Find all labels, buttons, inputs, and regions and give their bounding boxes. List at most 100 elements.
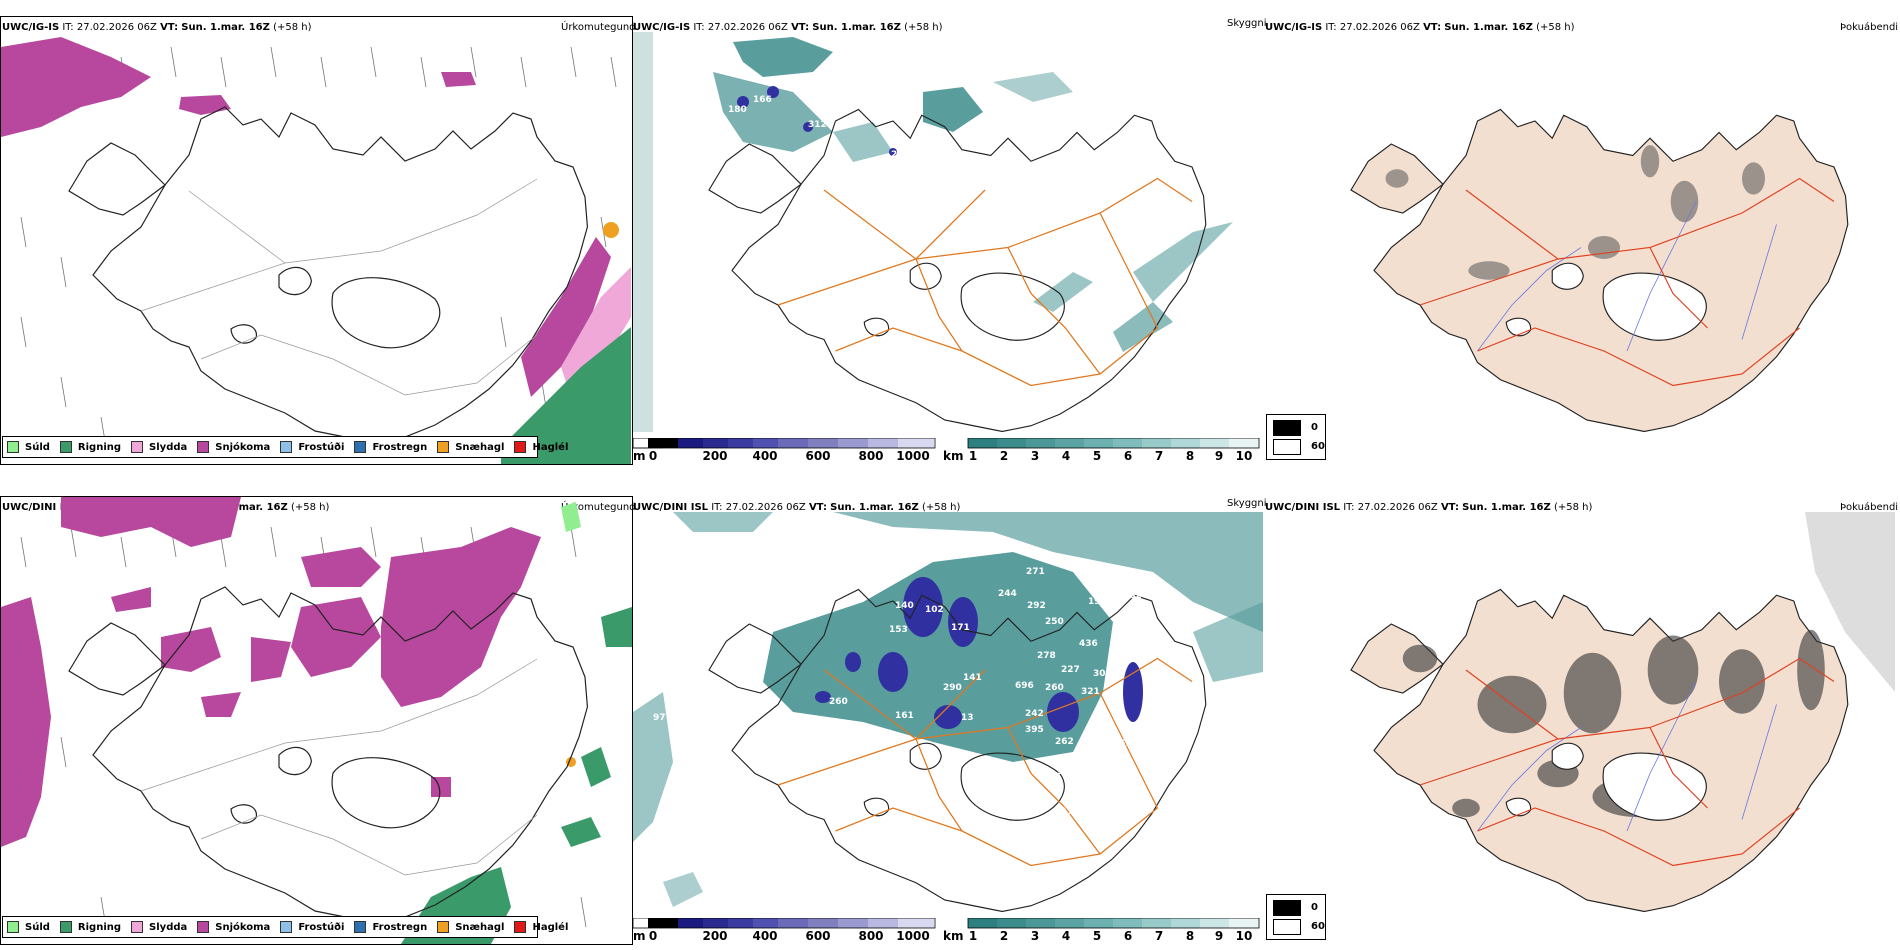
vt-label: VT:	[791, 22, 810, 33]
km-tick: 4	[1061, 929, 1071, 943]
vis-label: 182	[1123, 591, 1142, 601]
km-tick: 8	[1185, 929, 1195, 943]
vis-label: 556	[1057, 767, 1076, 777]
vis-label: 97	[653, 713, 666, 723]
model-name: UWC/DINI ISL	[633, 502, 709, 513]
km-tick: 6	[1123, 449, 1133, 463]
lead-time: (+58 h)	[904, 22, 943, 33]
row1-precip-map	[0, 16, 633, 465]
m-unit: m	[633, 929, 646, 943]
it-label: IT:	[1325, 22, 1337, 33]
row2-vis-title: Skyggni	[1227, 498, 1267, 509]
lead-time: (+58 h)	[921, 502, 961, 513]
vis-label: 312	[808, 120, 827, 130]
vt-label: VT:	[1440, 502, 1459, 513]
legend-swatch	[280, 441, 293, 453]
row2-fog-title: Þokuábendi	[1840, 502, 1899, 513]
it-value: 27.02.2026 06Z	[707, 22, 788, 33]
vis-label: 141	[963, 673, 982, 683]
km-tick: 1	[968, 929, 978, 943]
sleet-areas	[561, 267, 631, 397]
legend-item-frostregn: Frostregn	[354, 921, 427, 933]
m-tick: 0	[648, 929, 658, 943]
legend-item-frostudi: Frostúði	[280, 921, 344, 933]
row1-fog-title: Þokuábendi	[1840, 22, 1899, 33]
m-tick: 600	[805, 449, 831, 463]
legend-item-frostregn: Frostregn	[354, 441, 427, 453]
fog-legend-black	[1273, 900, 1301, 916]
m-tick: 200	[702, 929, 728, 943]
vis-label: 194	[1088, 597, 1107, 607]
row2-fog-header: UWC/DINI ISL IT: 27.02.2026 06Z VT: Sun.…	[1265, 502, 1592, 514]
km-tick: 5	[1092, 449, 1102, 463]
model-name: UWC/IG-IS	[633, 22, 691, 33]
it-label: IT:	[62, 22, 74, 33]
row2-fog-map	[1350, 512, 1895, 912]
m-tick: 200	[702, 449, 728, 463]
vis-label: 260	[1045, 683, 1064, 693]
fog-legend-low: 0	[1311, 902, 1318, 913]
legend-swatch	[514, 441, 527, 453]
row1-fog-legend: 0 60	[1266, 414, 1326, 460]
legend-item-snaehagl: Snæhagl	[437, 921, 504, 933]
vis-label: 227	[1061, 665, 1080, 675]
vis-label: 244	[998, 589, 1017, 599]
row2-precip-legend: Súld Rigning Slydda Snjókoma Frostúði Fr…	[2, 916, 568, 938]
fog-legend-white	[1273, 439, 1301, 455]
m-tick: 400	[752, 929, 778, 943]
snow-areas	[1, 37, 611, 397]
lead-time: (+58 h)	[273, 22, 312, 33]
vis-label: 395	[1025, 725, 1044, 735]
row-1: UWC/IG-IS IT: 27.02.2026 06Z VT: Sun. 1.…	[0, 0, 1900, 470]
m-tick: 600	[805, 929, 831, 943]
vis-label: 171	[951, 623, 970, 633]
lead-time: (+58 h)	[1536, 22, 1575, 33]
lead-time: (+58 h)	[1553, 502, 1593, 513]
row1-precip-title: Úrkomutegund	[561, 22, 636, 33]
vis-label: 159	[1113, 739, 1132, 749]
km-tick: 4	[1061, 449, 1071, 463]
vis-label: 180	[728, 105, 747, 115]
fog-legend-low: 0	[1311, 422, 1318, 433]
km-tick: 3	[1030, 929, 1040, 943]
it-value: 27.02.2026 06Z	[76, 22, 157, 33]
row1-vis-m-colorbar: m 0 200 400 600 800 1000	[633, 438, 936, 468]
km-tick: 3	[1030, 449, 1040, 463]
legend-item-frostudi: Frostúði	[280, 441, 344, 453]
legend-item-snjokoma: Snjókoma	[197, 921, 270, 933]
vt-value: Sun. 1.mar. 16Z	[812, 22, 901, 33]
row1-vis-title: Skyggni	[1227, 18, 1267, 29]
wind-barbs	[20, 43, 617, 448]
vis-label: 436	[1079, 639, 1098, 649]
km-tick: 2	[999, 929, 1009, 943]
m-bar-swatches	[633, 438, 936, 449]
row1-vis-header: UWC/IG-IS IT: 27.02.2026 06Z VT: Sun. 1.…	[633, 22, 943, 34]
it-value: 27.02.2026 06Z	[1357, 502, 1438, 513]
vt-label: VT:	[1423, 22, 1442, 33]
legend-swatch	[197, 441, 210, 453]
vis-label: 161	[895, 711, 914, 721]
it-label: IT:	[711, 502, 723, 513]
m-tick: 0	[648, 449, 658, 463]
fog-legend-black	[1273, 420, 1301, 436]
vis-label: 13	[961, 713, 974, 723]
legend-item-sudl: Súld	[7, 921, 50, 933]
vis-label: 166	[753, 95, 772, 105]
vt-label: VT:	[808, 502, 827, 513]
row1-fog-header: UWC/IG-IS IT: 27.02.2026 06Z VT: Sun. 1.…	[1265, 22, 1575, 34]
m-tick: 1000	[896, 449, 930, 463]
m-tick: 1000	[896, 929, 930, 943]
m-tick: 800	[858, 929, 884, 943]
vis-label: 242	[1025, 709, 1044, 719]
legend-item-hagl: Haglél	[514, 921, 568, 933]
vt-value: Sun. 1.mar. 16Z	[199, 502, 288, 513]
row1-precip-legend: Súld Rigning Slydda Snjókoma Frostúði Fr…	[2, 436, 568, 458]
km-tick: 8	[1185, 449, 1195, 463]
km-tick: 5	[1092, 929, 1102, 943]
row1-vis-map: 166 180 312 21	[633, 32, 1233, 432]
m-unit: m	[633, 449, 646, 463]
vt-value: Sun. 1.mar. 16Z	[1462, 502, 1551, 513]
row1-fog-map	[1350, 108, 1849, 432]
row-2: UWC/DINI ISL IT: 27.02.2026 06Z VT: Sun.…	[0, 480, 1900, 950]
legend-swatch	[7, 441, 19, 453]
